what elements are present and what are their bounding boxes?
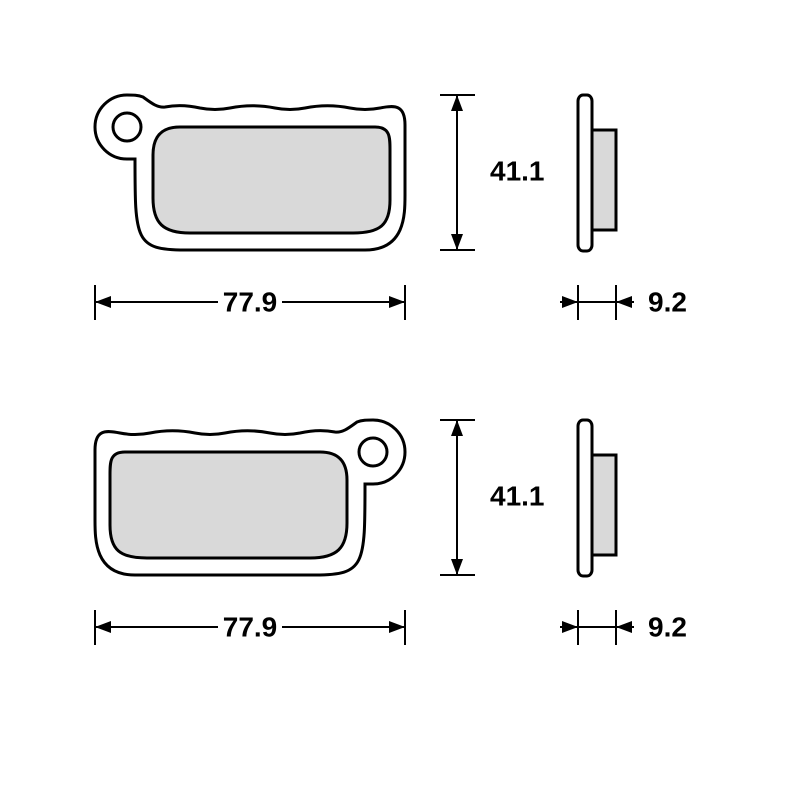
dim-top-thickness-label: 9.2 bbox=[648, 286, 687, 317]
pad-top-group: 41.1 77.9 77.9 9.2 bbox=[95, 95, 687, 320]
svg-text:77.9: 77.9 bbox=[223, 286, 278, 317]
dim-top-thickness: 9.2 bbox=[560, 285, 687, 320]
dim-bottom-height-label: 41.1 bbox=[490, 480, 545, 511]
dim-bottom-width: 77.9 bbox=[95, 610, 405, 645]
pad-bottom-front bbox=[95, 420, 405, 575]
pad-top-side bbox=[578, 95, 616, 251]
dim-top-width: 77.9 77.9 bbox=[95, 284, 405, 320]
dim-top-height-label: 41.1 bbox=[490, 155, 545, 186]
pad-bottom-side bbox=[578, 420, 616, 576]
pad-bottom-group: 41.1 77.9 9.2 bbox=[95, 420, 687, 645]
pad-top-front bbox=[95, 95, 405, 250]
diagram-svg: 41.1 77.9 77.9 9.2 bbox=[0, 0, 800, 800]
dim-bottom-thickness-label: 9.2 bbox=[648, 611, 687, 642]
dim-bottom-height: 41.1 bbox=[440, 420, 545, 575]
dim-top-height: 41.1 bbox=[440, 95, 545, 250]
dim-bottom-width-label: 77.9 bbox=[223, 611, 278, 642]
dim-bottom-thickness: 9.2 bbox=[560, 610, 687, 645]
